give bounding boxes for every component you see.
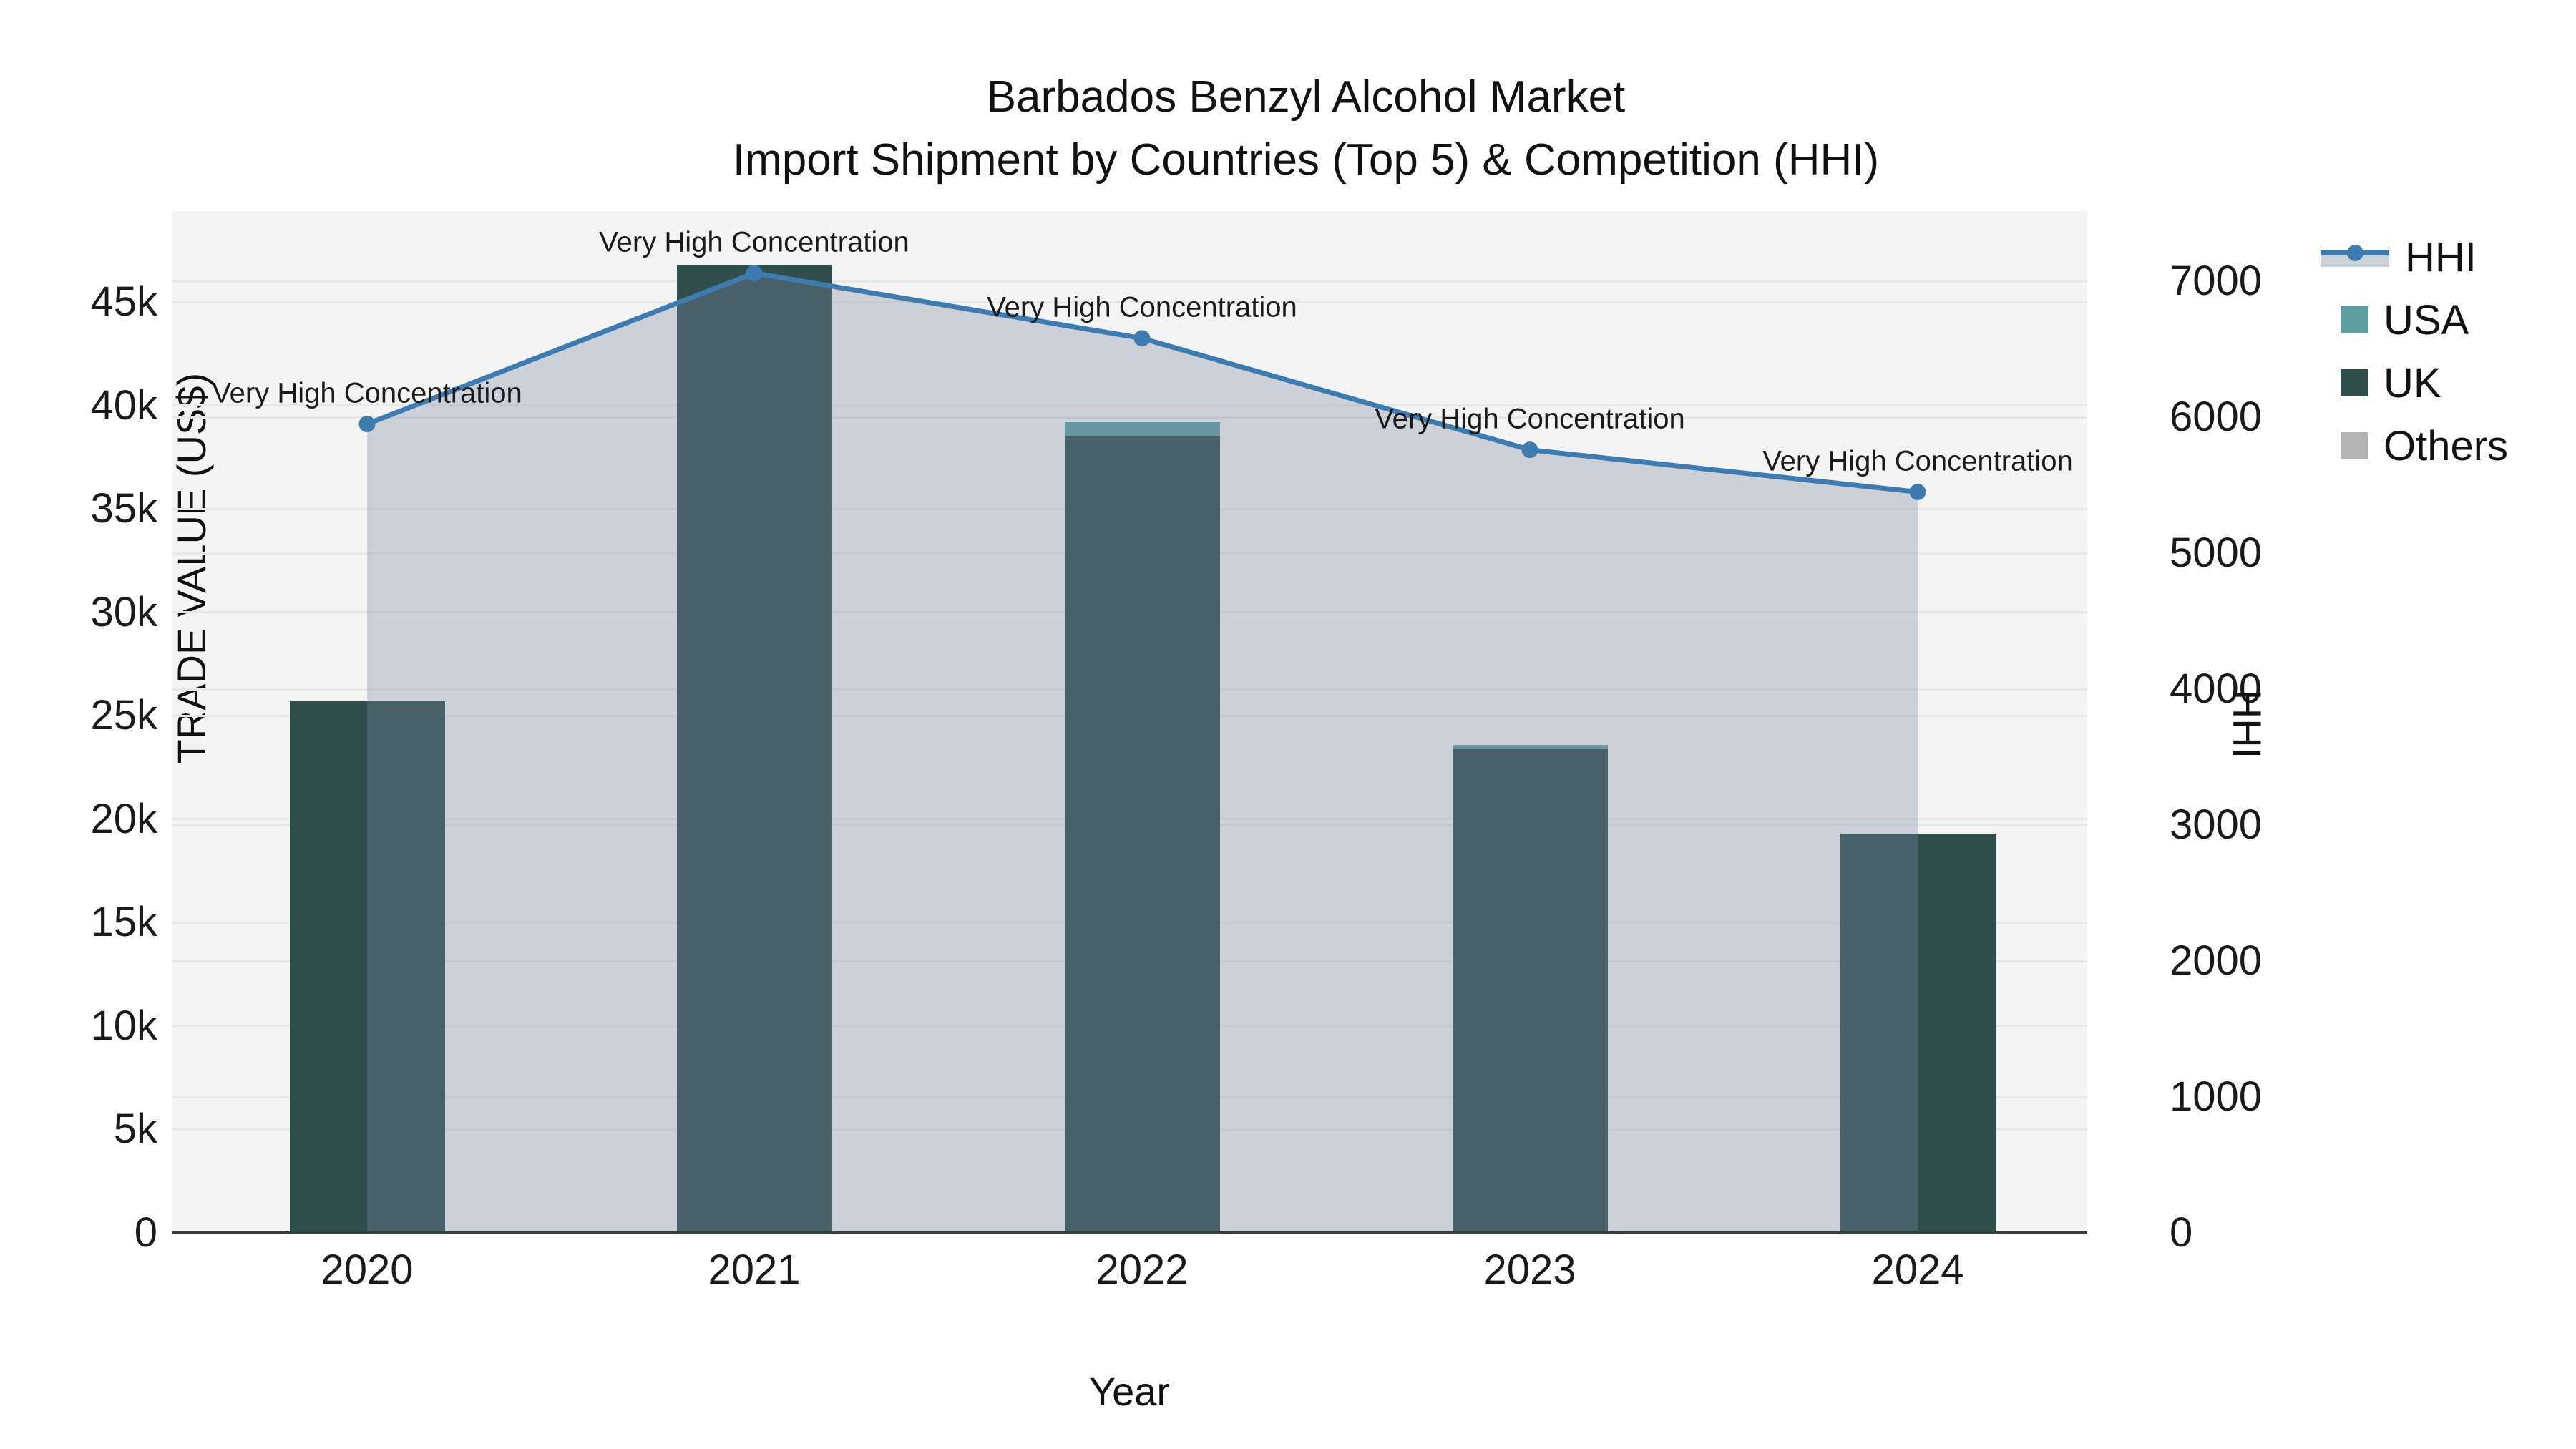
x-tick-2021: 2021 <box>708 1246 801 1293</box>
right-tick-0: 0 <box>2170 1209 2193 1256</box>
bar-usa-2022 <box>1064 421 1220 437</box>
legend-item-hhi[interactable]: HHI <box>2321 233 2508 280</box>
hhi-area-fill <box>367 273 1918 1233</box>
bar-usa-2023 <box>1452 744 1608 749</box>
legend-item-others[interactable]: Others <box>2321 422 2509 469</box>
chart-title-line-2: Import Shipment by Countries (Top 5) & C… <box>732 135 1880 185</box>
bar-uk-2021 <box>676 265 832 1233</box>
bar-uk-2022 <box>1064 436 1220 1233</box>
right-tick-6000: 6000 <box>2170 394 2263 441</box>
left-tick-45k: 45k <box>90 278 157 326</box>
chart-title-line-1: Barbados Benzyl Alcohol Market <box>986 72 1626 122</box>
gridline <box>172 301 2087 303</box>
x-tick-2022: 2022 <box>1096 1246 1189 1293</box>
right-tick-5000: 5000 <box>2170 530 2263 577</box>
hhi-marker-2022 <box>1133 330 1151 347</box>
usa-swatch-icon <box>2341 306 2368 333</box>
bar-uk-2024 <box>1840 834 1996 1233</box>
uk-swatch-icon <box>2341 369 2368 396</box>
annotation-2023: Very High Concentration <box>1375 403 1685 435</box>
x-tick-2020: 2020 <box>321 1246 414 1293</box>
legend-item-usa[interactable]: USA <box>2321 296 2508 343</box>
bar-uk-2023 <box>1452 748 1608 1233</box>
x-tick-2023: 2023 <box>1483 1246 1576 1293</box>
right-tick-3000: 3000 <box>2170 801 2263 849</box>
legend-label-uk: UK <box>2384 359 2441 406</box>
right-axis-title: HHI <box>2225 689 2270 759</box>
right-tick-7000: 7000 <box>2170 258 2263 305</box>
gridline <box>172 416 2087 419</box>
hhi-marker-2021 <box>746 265 763 282</box>
x-tick-2024: 2024 <box>1871 1246 1964 1293</box>
left-tick-40k: 40k <box>90 381 157 429</box>
right-tick-1000: 1000 <box>2170 1073 2263 1120</box>
left-tick-35k: 35k <box>90 485 157 532</box>
left-tick-20k: 20k <box>90 795 157 842</box>
right-tick-4000: 4000 <box>2170 665 2263 713</box>
left-tick-15k: 15k <box>90 899 157 946</box>
hhi-marker-2024 <box>1909 484 1926 501</box>
annotation-2024: Very High Concentration <box>1762 445 2073 477</box>
legend-label-hhi: HHI <box>2405 233 2477 280</box>
hhi-line-marker-icon <box>2321 241 2389 273</box>
chart-title: Barbados Benzyl Alcohol Market Import Sh… <box>172 66 2440 192</box>
annotation-2021: Very High Concentration <box>599 226 909 258</box>
left-tick-5k: 5k <box>113 1106 157 1153</box>
annotation-2020: Very High Concentration <box>212 377 522 409</box>
left-tick-10k: 10k <box>90 1002 157 1049</box>
gridline <box>172 280 2087 283</box>
hhi-marker-2020 <box>358 416 376 433</box>
gridline <box>172 404 2087 407</box>
left-tick-0: 0 <box>134 1209 157 1256</box>
right-tick-2000: 2000 <box>2170 937 2263 984</box>
legend-label-usa: USA <box>2384 296 2469 343</box>
left-tick-25k: 25k <box>90 692 157 739</box>
x-axis-title: Year <box>1088 1369 1171 1414</box>
legend-label-others: Others <box>2384 422 2509 469</box>
plot-area: Very High Concentration Very High Concent… <box>172 211 2087 1233</box>
others-swatch-icon <box>2341 432 2368 459</box>
left-tick-30k: 30k <box>90 588 157 635</box>
annotation-2022: Very High Concentration <box>987 291 1297 323</box>
hhi-line-layer <box>358 265 1926 1233</box>
x-axis-line <box>172 1231 2087 1234</box>
hhi-marker-2023 <box>1521 441 1538 459</box>
legend: HHI USA UK Others <box>2321 233 2509 469</box>
bar-uk-2020 <box>289 701 445 1233</box>
legend-item-uk[interactable]: UK <box>2321 359 2508 406</box>
